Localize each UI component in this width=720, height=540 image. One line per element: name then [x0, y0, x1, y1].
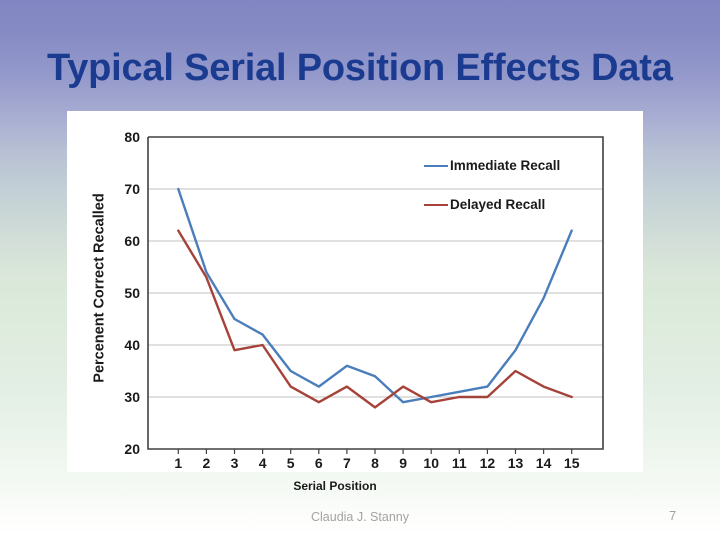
svg-text:7: 7: [343, 455, 351, 471]
svg-text:40: 40: [124, 337, 140, 353]
svg-text:13: 13: [508, 455, 524, 471]
svg-text:50: 50: [124, 285, 140, 301]
svg-text:Immediate Recall: Immediate Recall: [450, 158, 560, 173]
svg-text:4: 4: [259, 455, 267, 471]
svg-text:60: 60: [124, 233, 140, 249]
svg-text:70: 70: [124, 181, 140, 197]
svg-text:80: 80: [124, 129, 140, 145]
svg-text:5: 5: [287, 455, 295, 471]
svg-text:1: 1: [174, 455, 182, 471]
svg-text:6: 6: [315, 455, 323, 471]
svg-text:11: 11: [452, 455, 467, 471]
svg-text:15: 15: [564, 455, 580, 471]
svg-text:14: 14: [536, 455, 552, 471]
svg-text:30: 30: [124, 389, 140, 405]
svg-text:20: 20: [124, 441, 140, 457]
svg-text:Delayed Recall: Delayed Recall: [450, 197, 545, 212]
svg-text:3: 3: [231, 455, 239, 471]
svg-text:10: 10: [423, 455, 439, 471]
svg-text:12: 12: [480, 455, 496, 471]
svg-text:9: 9: [399, 455, 407, 471]
svg-text:2: 2: [203, 455, 211, 471]
svg-text:8: 8: [371, 455, 379, 471]
